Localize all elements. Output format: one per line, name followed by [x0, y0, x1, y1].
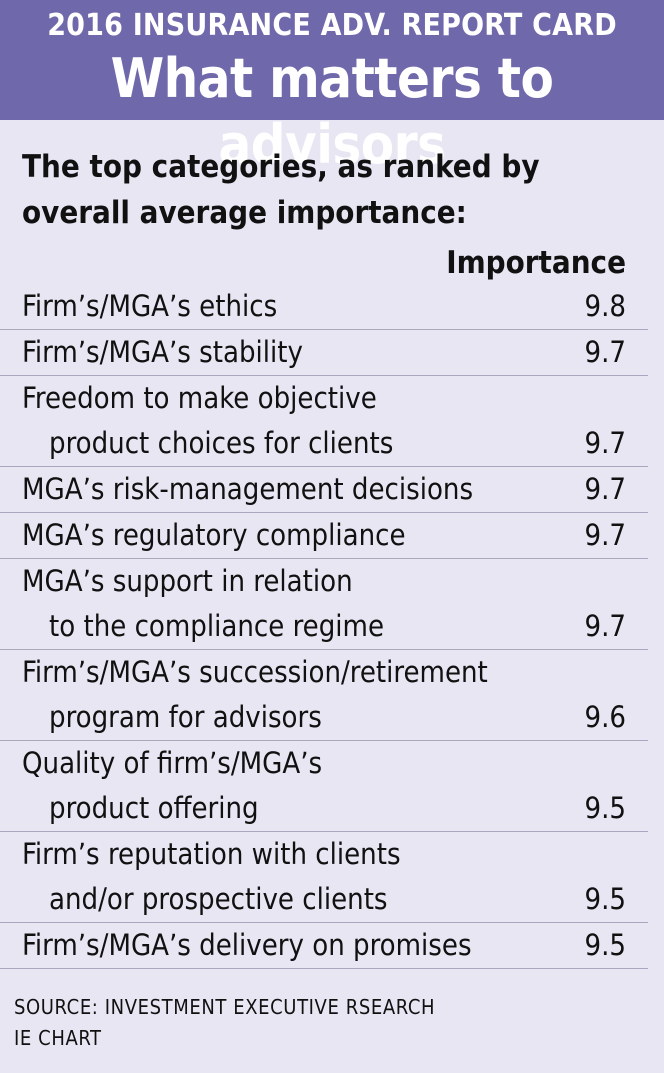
category-label-line: Firm’s/MGA’s stability: [22, 335, 303, 369]
importance-value: 9.7: [584, 335, 626, 369]
category-label-line: MGA’s risk-management decisions: [22, 472, 474, 506]
category-label-line: Firm’s/MGA’s ethics: [22, 289, 278, 323]
credit-line: IE CHART: [14, 1026, 102, 1050]
category-label: Quality of firm’s/MGA’s product offering: [0, 741, 648, 831]
importance-value: 9.7: [584, 426, 626, 460]
table-row: MGA’s risk-management decisions 9.7: [0, 467, 648, 513]
category-label: Firm’s reputation with clients and/or pro…: [0, 832, 648, 922]
category-label: MGA’s regulatory compliance: [0, 513, 648, 558]
category-label-line: Firm’s reputation with clients: [22, 837, 401, 871]
table-row: Quality of firm’s/MGA’s product offering 9…: [0, 741, 648, 832]
category-label-continuation: program for advisors: [49, 700, 322, 734]
category-label-continuation: to the compliance regime: [49, 609, 385, 643]
category-label: Firm’s/MGA’s delivery on promises: [0, 923, 648, 968]
kicker: 2016 INSURANCE ADV. REPORT CARD: [47, 8, 617, 43]
category-label: Firm’s/MGA’s succession/retirement progra…: [0, 650, 648, 740]
table-row: Firm’s reputation with clients and/or pro…: [0, 832, 648, 923]
intro-text: The top categories, as ranked by overall…: [22, 149, 540, 231]
category-label: Firm’s/MGA’s stability: [0, 330, 648, 375]
importance-table: Firm’s/MGA’s ethics 9.8 Firm’s/MGA’s stabi…: [0, 284, 664, 969]
importance-value: 9.6: [584, 700, 626, 734]
table-row: Firm’s/MGA’s delivery on promises 9.5: [0, 923, 648, 969]
chart-title: What matters to advisors: [110, 47, 554, 176]
category-label-line: Firm’s/MGA’s succession/retirement: [22, 655, 488, 689]
header-banner: 2016 INSURANCE ADV. REPORT CARD What mat…: [0, 0, 664, 176]
column-header-importance: Importance: [446, 245, 626, 281]
importance-value: 9.8: [584, 289, 626, 323]
category-label: Firm’s/MGA’s ethics: [0, 284, 648, 329]
category-label-continuation: and/or prospective clients: [49, 882, 388, 916]
table-row: Freedom to make objective product choices…: [0, 376, 648, 467]
category-label-line: Quality of firm’s/MGA’s: [22, 746, 323, 780]
category-label: MGA’s risk-management decisions: [0, 467, 648, 512]
importance-value: 9.7: [584, 609, 626, 643]
table-row: Firm’s/MGA’s stability 9.7: [0, 330, 648, 376]
category-label-continuation: product choices for clients: [49, 426, 394, 460]
table-row: MGA’s support in relation to the complian…: [0, 559, 648, 650]
importance-value: 9.7: [584, 518, 626, 552]
importance-value: 9.5: [584, 791, 626, 825]
category-label-line: Firm’s/MGA’s delivery on promises: [22, 928, 472, 962]
importance-value: 9.7: [584, 472, 626, 506]
category-label-line: MGA’s regulatory compliance: [22, 518, 406, 552]
importance-value: 9.5: [584, 882, 626, 916]
source-line: SOURCE: INVESTMENT EXECUTIVE RSEARCH: [14, 995, 436, 1019]
table-row: Firm’s/MGA’s ethics 9.8: [0, 284, 648, 330]
category-label-line: Freedom to make objective: [22, 381, 377, 415]
table-row: MGA’s regulatory compliance 9.7: [0, 513, 648, 559]
importance-value: 9.5: [584, 928, 626, 962]
source-note: SOURCE: INVESTMENT EXECUTIVE RSEARCH IE …: [14, 992, 435, 1054]
category-label-line: MGA’s support in relation: [22, 564, 353, 598]
category-label: MGA’s support in relation to the complian…: [0, 559, 648, 649]
table-row: Firm’s/MGA’s succession/retirement progra…: [0, 650, 648, 741]
category-label-continuation: product offering: [49, 791, 259, 825]
category-label: Freedom to make objective product choices…: [0, 376, 648, 466]
